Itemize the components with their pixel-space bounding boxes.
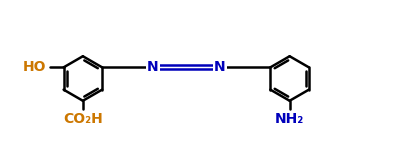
Text: HO: HO (23, 60, 47, 74)
Text: N: N (147, 60, 158, 74)
Text: NH₂: NH₂ (275, 112, 304, 126)
Text: CO₂H: CO₂H (63, 112, 103, 126)
Text: N: N (214, 60, 226, 74)
